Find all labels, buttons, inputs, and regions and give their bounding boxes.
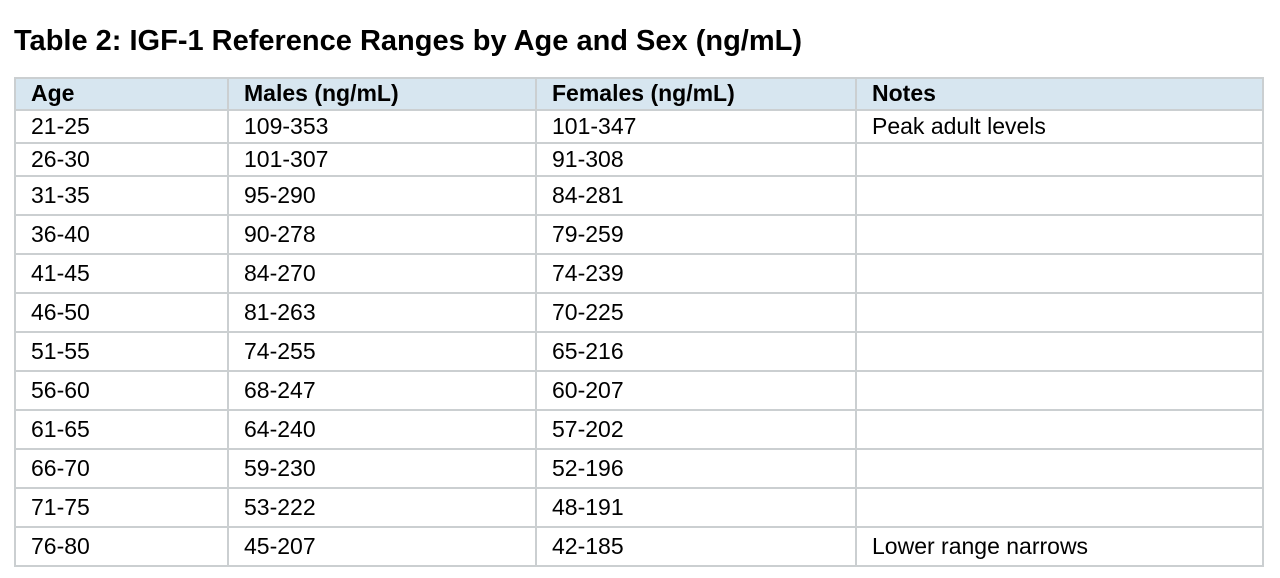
cell-notes (855, 330, 1264, 372)
cell-age: 31-35 (14, 174, 229, 216)
cell-females: 74-239 (535, 252, 857, 294)
cell-females: 48-191 (535, 486, 857, 528)
cell-notes (855, 291, 1264, 333)
cell-notes (855, 447, 1264, 489)
cell-notes (855, 369, 1264, 411)
column-header-notes: Notes (855, 76, 1264, 111)
cell-females: 65-216 (535, 330, 857, 372)
column-header-females: Females (ng/mL) (535, 76, 857, 111)
cell-males: 53-222 (227, 486, 537, 528)
cell-males: 74-255 (227, 330, 537, 372)
cell-age: 61-65 (14, 408, 229, 450)
cell-females: 42-185 (535, 525, 857, 567)
table-row-46-50: 46-50 81-263 70-225 (14, 291, 1264, 333)
table-row-71-75: 71-75 53-222 48-191 (14, 486, 1264, 528)
cell-females: 101-347 (535, 108, 857, 144)
table-row-21-25: 21-25 109-353 101-347 Peak adult levels (14, 108, 1264, 144)
table-body: 21-25 109-353 101-347 Peak adult levels 26-3… (14, 108, 1264, 567)
cell-notes (855, 486, 1264, 528)
cell-age: 56-60 (14, 369, 229, 411)
cell-males: 84-270 (227, 252, 537, 294)
cell-age: 46-50 (14, 291, 229, 333)
cell-females: 91-308 (535, 141, 857, 177)
cell-notes (855, 213, 1264, 255)
cell-notes (855, 141, 1264, 177)
table-title: Table 2: IGF-1 Reference Ranges by Age a… (14, 25, 803, 57)
cell-males: 90-278 (227, 213, 537, 255)
column-header-age: Age (14, 76, 229, 111)
cell-age: 41-45 (14, 252, 229, 294)
cell-notes (855, 252, 1264, 294)
cell-males: 64-240 (227, 408, 537, 450)
cell-males: 95-290 (227, 174, 537, 216)
table-row-61-65: 61-65 64-240 57-202 (14, 408, 1264, 450)
table-row-31-35: 31-35 95-290 84-281 (14, 174, 1264, 216)
cell-females: 79-259 (535, 213, 857, 255)
cell-notes (855, 174, 1264, 216)
cell-females: 84-281 (535, 174, 857, 216)
table-header-row: Age Males (ng/mL) Females (ng/mL) Notes (14, 76, 1264, 111)
cell-notes: Lower range narrows (855, 525, 1264, 567)
table-row-26-30: 26-30 101-307 91-308 (14, 141, 1264, 177)
cell-age: 51-55 (14, 330, 229, 372)
cell-males: 68-247 (227, 369, 537, 411)
cell-age: 36-40 (14, 213, 229, 255)
table-row-51-55: 51-55 74-255 65-216 (14, 330, 1264, 372)
cell-males: 81-263 (227, 291, 537, 333)
cell-age: 26-30 (14, 141, 229, 177)
cell-notes: Peak adult levels (855, 108, 1264, 144)
cell-females: 60-207 (535, 369, 857, 411)
table-row-76-80: 76-80 45-207 42-185 Lower range narrows (14, 525, 1264, 567)
cell-males: 109-353 (227, 108, 537, 144)
table-row-36-40: 36-40 90-278 79-259 (14, 213, 1264, 255)
igf1-reference-table: Age Males (ng/mL) Females (ng/mL) Notes 21-… (14, 76, 1264, 567)
cell-females: 52-196 (535, 447, 857, 489)
table-row-66-70: 66-70 59-230 52-196 (14, 447, 1264, 489)
cell-females: 57-202 (535, 408, 857, 450)
cell-age: 71-75 (14, 486, 229, 528)
cell-males: 45-207 (227, 525, 537, 567)
table-row-56-60: 56-60 68-247 60-207 (14, 369, 1264, 411)
cell-males: 101-307 (227, 141, 537, 177)
table-head: Age Males (ng/mL) Females (ng/mL) Notes (14, 76, 1264, 111)
table-row-41-45: 41-45 84-270 74-239 (14, 252, 1264, 294)
cell-males: 59-230 (227, 447, 537, 489)
cell-females: 70-225 (535, 291, 857, 333)
cell-notes (855, 408, 1264, 450)
column-header-males: Males (ng/mL) (227, 76, 537, 111)
cell-age: 76-80 (14, 525, 229, 567)
cell-age: 66-70 (14, 447, 229, 489)
cell-age: 21-25 (14, 108, 229, 144)
